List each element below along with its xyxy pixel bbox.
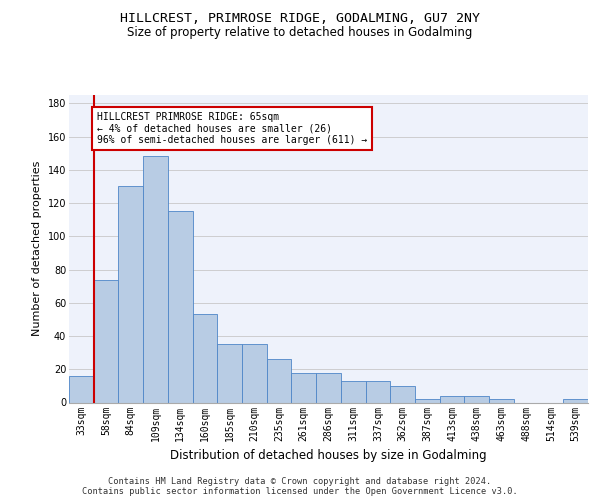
Text: Contains HM Land Registry data © Crown copyright and database right 2024.
Contai: Contains HM Land Registry data © Crown c… xyxy=(82,476,518,496)
Bar xyxy=(168,212,193,402)
Bar xyxy=(390,386,415,402)
Text: HILLCREST PRIMROSE RIDGE: 65sqm
← 4% of detached houses are smaller (26)
96% of : HILLCREST PRIMROSE RIDGE: 65sqm ← 4% of … xyxy=(97,112,367,145)
Bar xyxy=(118,186,143,402)
Bar xyxy=(316,372,341,402)
Bar xyxy=(365,381,390,402)
Bar xyxy=(563,399,588,402)
Bar xyxy=(217,344,242,403)
Bar xyxy=(242,344,267,403)
Text: HILLCREST, PRIMROSE RIDGE, GODALMING, GU7 2NY: HILLCREST, PRIMROSE RIDGE, GODALMING, GU… xyxy=(120,12,480,26)
Bar xyxy=(94,280,118,402)
Bar xyxy=(464,396,489,402)
Y-axis label: Number of detached properties: Number of detached properties xyxy=(32,161,42,336)
X-axis label: Distribution of detached houses by size in Godalming: Distribution of detached houses by size … xyxy=(170,449,487,462)
Text: Size of property relative to detached houses in Godalming: Size of property relative to detached ho… xyxy=(127,26,473,39)
Bar xyxy=(341,381,365,402)
Bar xyxy=(489,399,514,402)
Bar xyxy=(292,372,316,402)
Bar xyxy=(69,376,94,402)
Bar xyxy=(440,396,464,402)
Bar xyxy=(193,314,217,402)
Bar xyxy=(267,360,292,403)
Bar xyxy=(143,156,168,402)
Bar xyxy=(415,399,440,402)
